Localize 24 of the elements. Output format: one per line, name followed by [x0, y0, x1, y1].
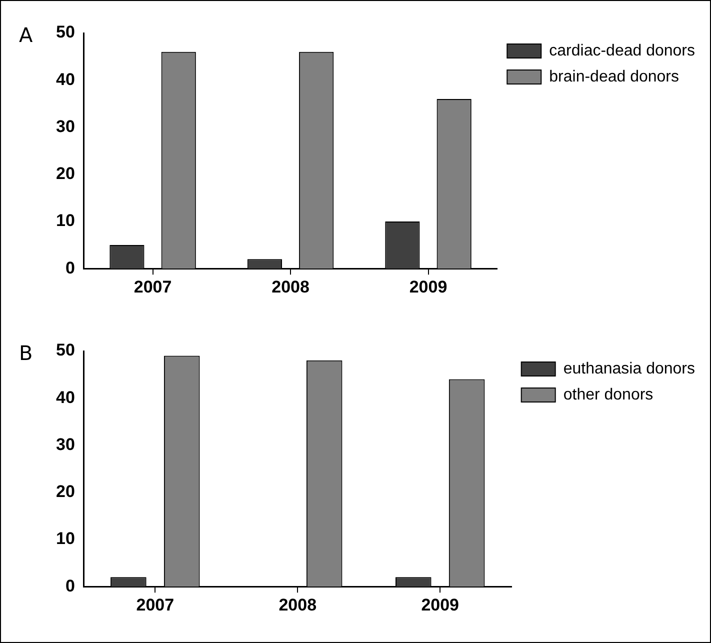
y-tick-label: 40 — [56, 70, 75, 89]
y-tick-label: 30 — [56, 434, 75, 454]
legend-label: brain-dead donors — [549, 68, 680, 86]
y-tick-label: 0 — [65, 258, 75, 278]
x-tick-label: 2009 — [421, 595, 460, 614]
y-tick-label: 0 — [65, 576, 75, 596]
y-tick-label: 20 — [56, 164, 75, 184]
chart-title: A — [19, 23, 33, 48]
legend-label: other donors — [563, 386, 654, 404]
x-tick-label: 2007 — [134, 277, 172, 296]
y-tick-label: 20 — [56, 482, 75, 502]
y-tick-label: 50 — [56, 340, 75, 360]
legend-label: cardiac-dead donors — [549, 42, 696, 60]
legend-label: euthanasia donors — [563, 360, 695, 378]
x-tick-label: 2008 — [278, 595, 317, 614]
x-tick-label: 2009 — [409, 277, 448, 296]
y-tick-label: 40 — [56, 388, 75, 407]
y-tick-label: 30 — [56, 116, 75, 136]
x-tick-label: 2007 — [136, 595, 174, 614]
y-tick-label: 10 — [56, 529, 75, 548]
y-tick-label: 10 — [56, 211, 75, 230]
x-tick-label: 2008 — [272, 277, 310, 296]
chart-title: B — [19, 341, 33, 366]
y-tick-label: 50 — [56, 22, 75, 42]
